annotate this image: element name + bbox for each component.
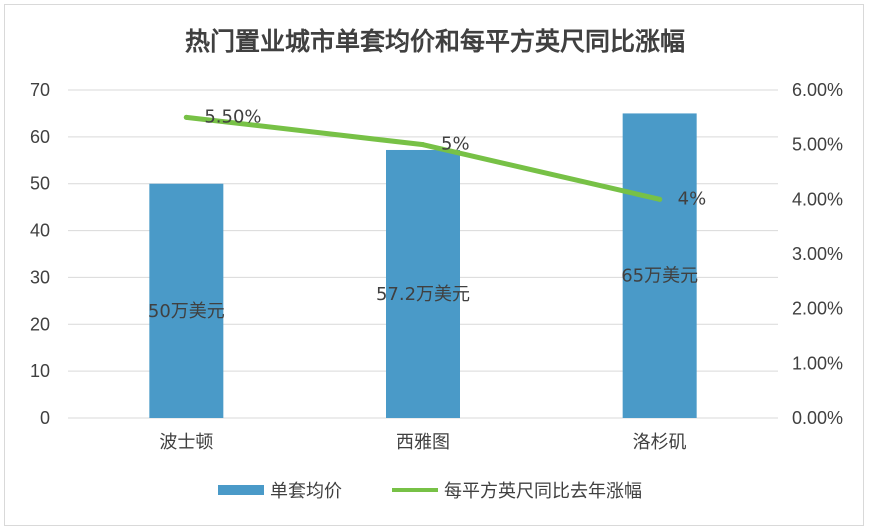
bar-data-label: 65万美元 bbox=[621, 266, 698, 287]
left-axis-tick-label: 50 bbox=[30, 174, 50, 194]
x-category-label: 洛杉矶 bbox=[633, 432, 687, 453]
right-axis-tick-label: 4.00% bbox=[792, 189, 843, 209]
legend: 单套均价 每平方英尺同比去年涨幅 bbox=[218, 481, 642, 502]
x-category-label: 波士顿 bbox=[159, 432, 213, 453]
left-axis-tick-label: 60 bbox=[30, 127, 50, 147]
right-axis-tick-label: 3.00% bbox=[792, 244, 843, 264]
x-category-label: 西雅图 bbox=[396, 432, 450, 453]
right-axis-ticks: 0.00% 1.00% 2.00% 3.00% 4.00% 5.00% 6.00% bbox=[792, 80, 843, 428]
left-axis-tick-label: 70 bbox=[30, 80, 50, 100]
legend-label-bar: 单套均价 bbox=[270, 481, 342, 502]
bar-series bbox=[149, 113, 697, 418]
line-point bbox=[183, 114, 189, 120]
left-axis-tick-label: 20 bbox=[30, 314, 50, 334]
bar bbox=[622, 113, 697, 418]
line-data-label: 5.50% bbox=[204, 106, 261, 127]
line-data-label: 4% bbox=[678, 188, 707, 209]
data-labels: 50万美元 57.2万美元 65万美元 5.50% 5% 4% bbox=[148, 106, 706, 322]
bar-data-label: 50万美元 bbox=[148, 301, 225, 322]
bar bbox=[386, 149, 460, 418]
right-axis-tick-label: 6.00% bbox=[792, 80, 843, 100]
right-axis-tick-label: 5.00% bbox=[792, 135, 843, 155]
right-axis-tick-label: 0.00% bbox=[792, 408, 843, 428]
right-axis-tick-label: 2.00% bbox=[792, 299, 843, 319]
left-axis-tick-label: 40 bbox=[30, 221, 50, 241]
left-axis-tick-label: 30 bbox=[30, 267, 50, 287]
left-axis-tick-label: 0 bbox=[40, 408, 50, 428]
bar-data-label: 57.2万美元 bbox=[376, 284, 470, 305]
line-point bbox=[657, 196, 663, 202]
x-axis-categories: 波士顿 西雅图 洛杉矶 bbox=[159, 432, 686, 453]
chart-title: 热门置业城市单套均价和每平方英尺同比涨幅 bbox=[185, 27, 685, 56]
legend-label-line: 每平方英尺同比去年涨幅 bbox=[444, 481, 642, 502]
line-point bbox=[420, 142, 426, 148]
right-axis-tick-label: 1.00% bbox=[792, 353, 843, 373]
line-data-label: 5% bbox=[441, 134, 470, 155]
left-axis-tick-label: 10 bbox=[30, 361, 50, 381]
legend-swatch-bar bbox=[218, 485, 264, 495]
bar bbox=[149, 183, 224, 418]
left-axis-ticks: 0 10 20 30 40 50 60 70 bbox=[30, 80, 50, 428]
line-series bbox=[183, 114, 663, 202]
